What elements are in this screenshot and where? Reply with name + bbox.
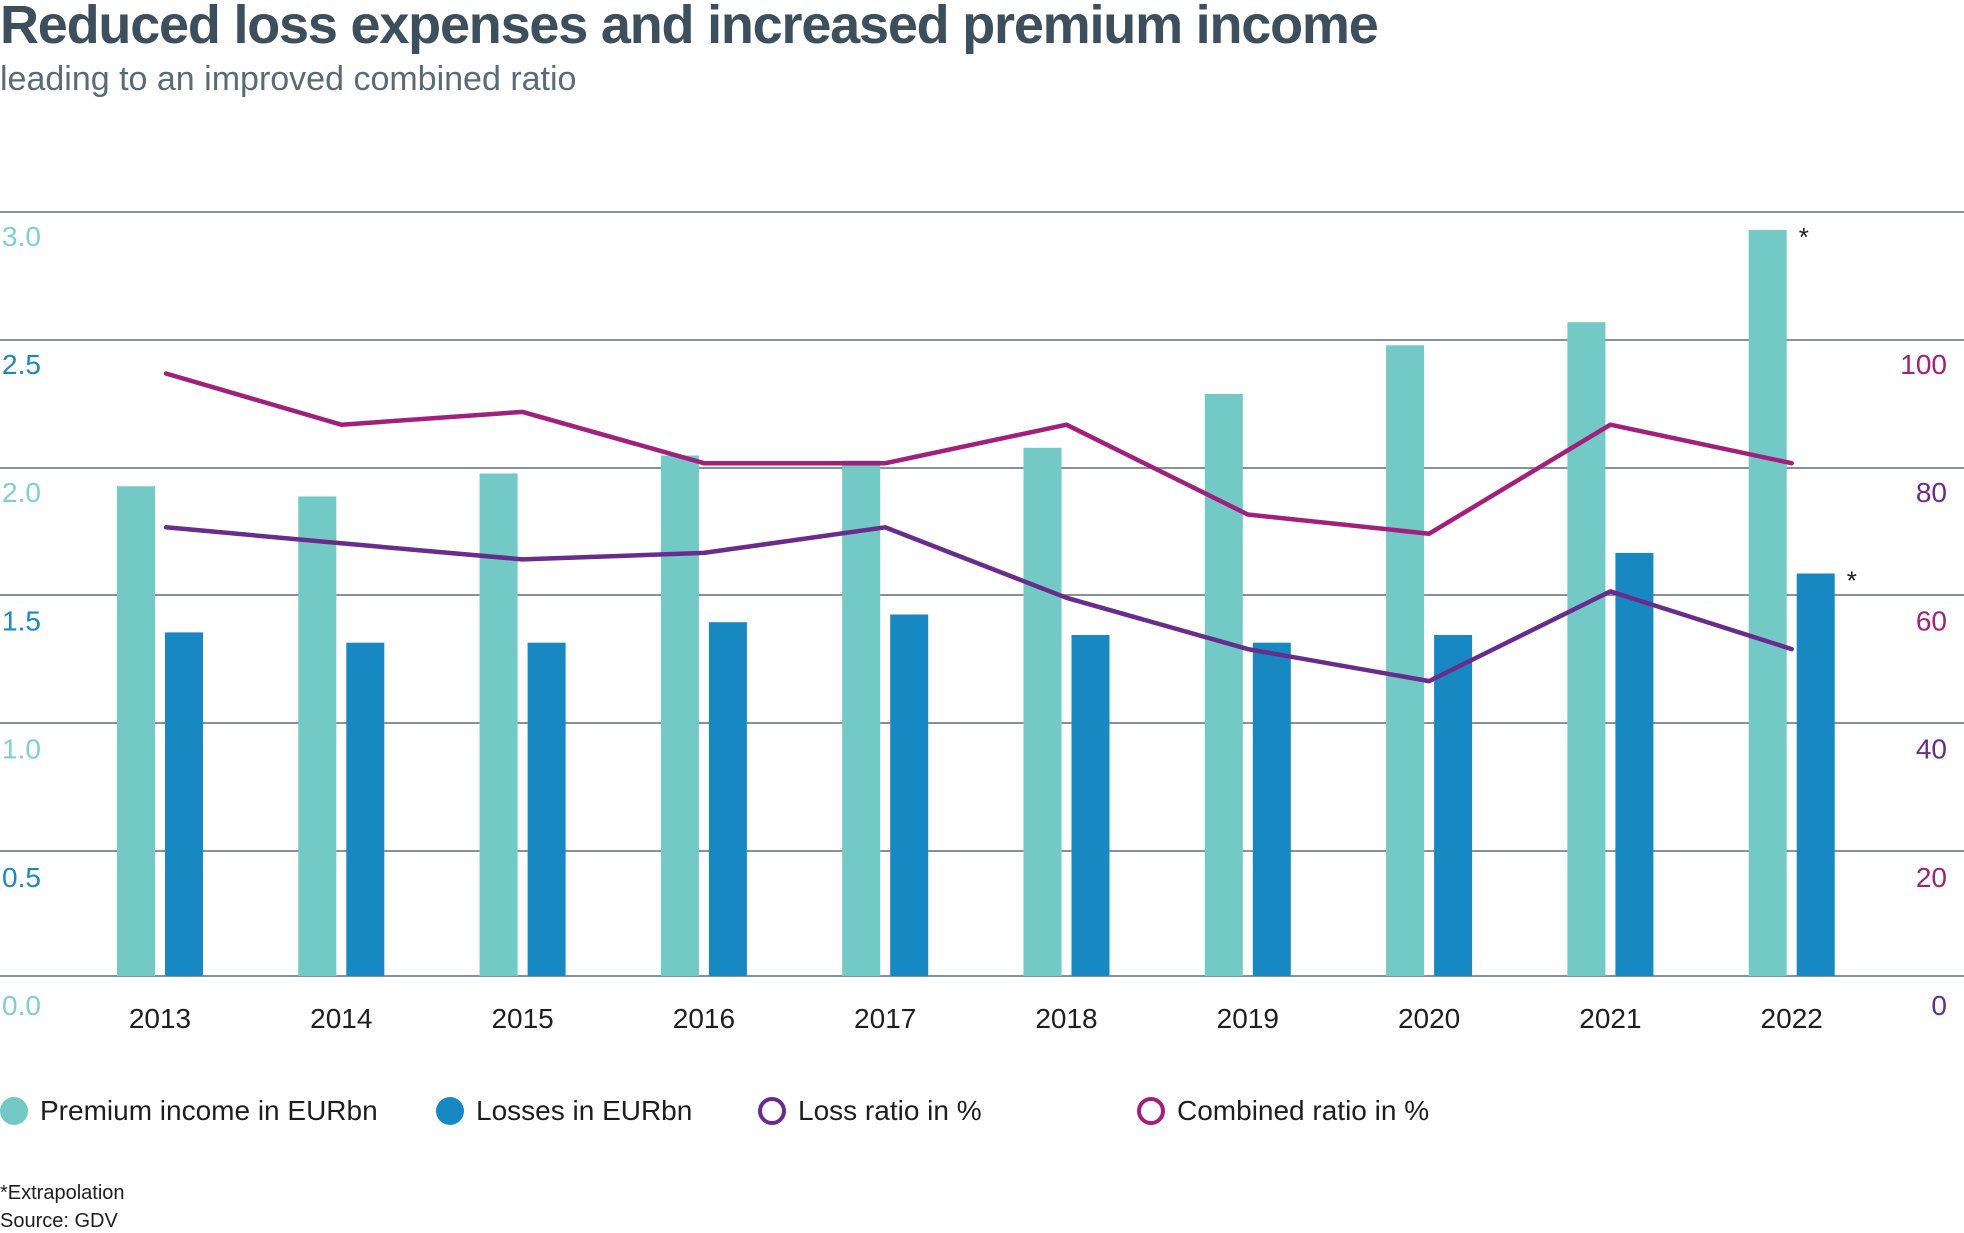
bar-losses	[165, 632, 203, 976]
combo-chart: 0.0 0.5 1.0 1.5 2.0 2.5 3.0 0 20 40 60 80 100 2013 201…	[0, 211, 1964, 1034]
footnote-source: Source: GDV	[0, 1210, 118, 1232]
y-right-tick-label: 40	[1916, 734, 1947, 765]
x-tick-label: 2016	[673, 1003, 735, 1034]
y-left-tick-label: 1.5	[2, 605, 41, 636]
x-tick-label: 2019	[1217, 1003, 1279, 1034]
bar-premium-income	[117, 486, 155, 976]
y-left-tick-label: 2.5	[2, 349, 41, 380]
legend-item-loss-ratio: Loss ratio in %	[758, 1095, 982, 1127]
legend-label-combined-ratio: Combined ratio in %	[1177, 1095, 1430, 1126]
x-tick-label: 2020	[1398, 1003, 1460, 1034]
bar-losses	[890, 614, 929, 976]
x-tick-label: 2013	[129, 1003, 191, 1034]
bar-losses	[1071, 635, 1110, 976]
line-combined-ratio	[163, 371, 1794, 536]
bar-premium-income	[842, 460, 881, 977]
annotation-asterisk: *	[1847, 566, 1857, 596]
y-left-tick-label: 2.0	[2, 477, 41, 508]
bar-losses	[708, 622, 747, 976]
bar-premium-income	[1386, 345, 1425, 976]
x-tick-label: 2018	[1035, 1003, 1097, 1034]
bar-premium-income	[1023, 447, 1062, 976]
y-right-tick-label: 0	[1931, 990, 1947, 1021]
bar-premium-income	[1748, 229, 1787, 976]
x-tick-label: 2015	[491, 1003, 553, 1034]
y-right-tick-label: 100	[1900, 349, 1947, 380]
y-left-tick-label: 3.0	[2, 221, 41, 252]
bar-premium-income	[660, 455, 699, 976]
x-tick-label: 2021	[1579, 1003, 1641, 1034]
x-tick-label: 2017	[854, 1003, 916, 1034]
y-left-tick-label: 0.0	[2, 990, 41, 1021]
footnote-extrapolation: *Extrapolation	[0, 1182, 125, 1204]
bar-losses	[1796, 573, 1835, 976]
bar-losses	[527, 642, 566, 976]
bar-premium-income	[1567, 322, 1606, 976]
bar-premium-income	[479, 473, 518, 976]
x-tick-label: 2022	[1761, 1003, 1823, 1034]
bar-losses	[1252, 642, 1291, 976]
annotation-asterisk: *	[1799, 222, 1809, 252]
y-left-tick-label: 1.0	[2, 734, 41, 765]
bar-premium-income	[298, 496, 337, 976]
chart-title: Reduced loss expenses and increased prem…	[0, 0, 1379, 55]
y-left-tick-label: 0.5	[2, 862, 41, 893]
y-right-tick-label: 80	[1916, 477, 1947, 508]
bar-premium-income	[1204, 394, 1243, 976]
chart-legend: Premium income in EURbn Losses in EURbn …	[0, 1095, 1964, 1145]
chart-subtitle: leading to an improved combined ratio	[0, 60, 577, 98]
legend-swatch-premium-income	[0, 1097, 28, 1125]
legend-label-losses: Losses in EURbn	[476, 1095, 693, 1126]
legend-swatch-loss-ratio	[758, 1097, 786, 1125]
legend-swatch-losses	[436, 1097, 464, 1125]
line-loss-ratio	[163, 525, 1794, 684]
legend-swatch-combined-ratio	[1137, 1097, 1165, 1125]
legend-item-premium-income: Premium income in EURbn	[0, 1095, 378, 1127]
bar-losses	[1615, 552, 1654, 976]
legend-label-loss-ratio: Loss ratio in %	[798, 1095, 982, 1126]
y-right-tick-label: 20	[1916, 862, 1947, 893]
x-tick-label: 2014	[310, 1003, 372, 1034]
y-right-tick-label: 60	[1916, 605, 1947, 636]
legend-item-losses: Losses in EURbn	[436, 1095, 692, 1127]
bar-losses	[1434, 635, 1473, 976]
legend-label-premium-income: Premium income in EURbn	[40, 1095, 378, 1126]
legend-item-combined-ratio: Combined ratio in %	[1137, 1095, 1429, 1127]
bar-losses	[346, 642, 385, 976]
